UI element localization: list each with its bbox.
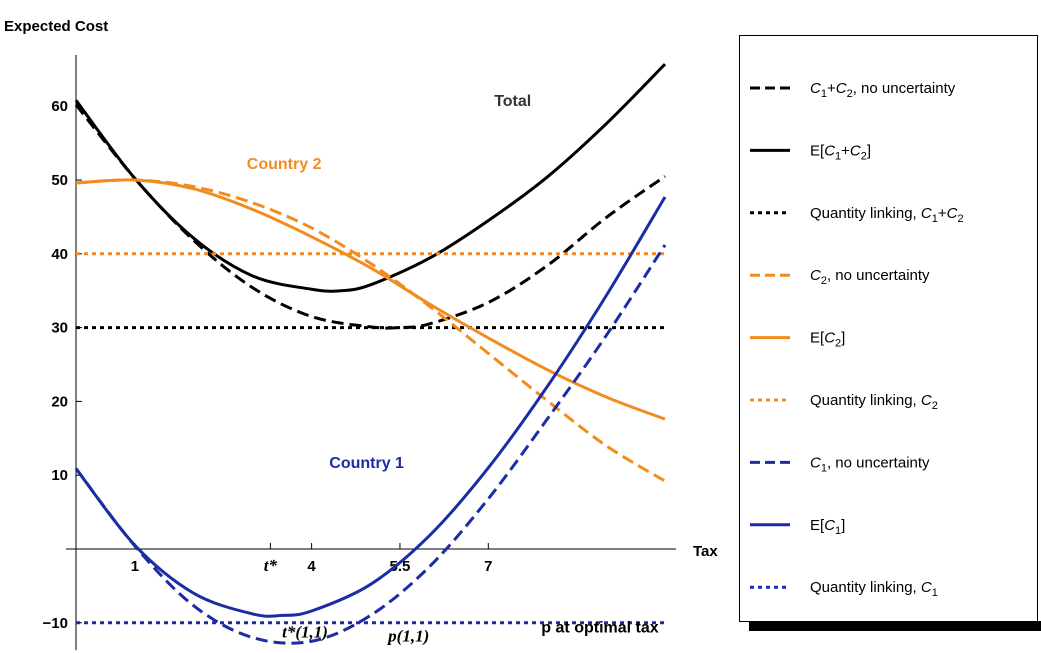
legend-label-part: C xyxy=(810,267,821,284)
legend-label-part: 2 xyxy=(847,88,853,100)
legend-label-part: C xyxy=(836,80,847,97)
legend-label-part: + xyxy=(938,205,947,222)
series-line-7 xyxy=(74,196,667,618)
ticks: −10 10 20 30 40 50 60 1 t* 4 5.5 7 xyxy=(43,98,493,632)
legend-label-part: 1 xyxy=(821,462,827,474)
legend-label-part: C xyxy=(921,205,932,222)
legend-label-part: E[ xyxy=(810,330,825,347)
x-tick-label: 7 xyxy=(484,558,492,575)
annotations: Total Country 2 Country 1 t*(1,1) p(1,1) p at… xyxy=(247,93,659,645)
legend-label: Quantity linking, C2 xyxy=(810,392,938,412)
legend-shadow xyxy=(749,621,1041,631)
y-tick-label: 30 xyxy=(51,320,68,337)
series-line-0 xyxy=(74,103,666,330)
legend-label-part: C xyxy=(824,517,835,534)
series-line-6 xyxy=(74,244,667,645)
axes: Expected Cost Tax xyxy=(4,18,718,650)
y-tick-label: 50 xyxy=(51,172,68,189)
legend-label-part: Quantity linking, xyxy=(810,205,921,222)
x-axis-label: Tax xyxy=(693,543,718,560)
x-tick-label: 1 xyxy=(131,558,139,575)
x-tick-label: 4 xyxy=(307,558,316,575)
series xyxy=(74,63,667,645)
legend-label-part: + xyxy=(841,142,850,159)
y-tick-label: 10 xyxy=(51,467,68,484)
legend-label-part: 2 xyxy=(932,400,938,412)
legend-label-part: C xyxy=(810,80,821,97)
legend-label-part: C xyxy=(824,142,835,159)
legend-label-part: , no uncertainty xyxy=(853,80,956,97)
legend-label-part: ] xyxy=(867,142,871,159)
legend-label-part: , no uncertainty xyxy=(827,454,930,471)
y-tick-label: 60 xyxy=(51,98,68,115)
legend-box xyxy=(739,35,1038,622)
legend-label-part: 1 xyxy=(932,213,938,225)
legend-label-part: Quantity linking, xyxy=(810,392,921,409)
series-line-1 xyxy=(74,63,667,293)
legend-label-part: C xyxy=(921,392,932,409)
y-axis-label: Expected Cost xyxy=(4,18,108,35)
legend-label: E[C2] xyxy=(810,330,845,350)
annotation: Country 1 xyxy=(329,455,404,472)
legend-label-part: C xyxy=(921,579,932,596)
annotation: t*(1,1) xyxy=(282,623,328,642)
legend-label-part: 2 xyxy=(861,150,867,162)
legend-label-part: E[ xyxy=(810,517,825,534)
legend-label-part: C xyxy=(947,205,958,222)
legend-label: Quantity linking, C1 xyxy=(810,579,938,599)
legend-label-part: Quantity linking, xyxy=(810,579,921,596)
series-line-4 xyxy=(75,178,666,421)
annotation: Total xyxy=(494,93,531,110)
legend-label-part: E[ xyxy=(810,142,825,159)
legend-label: C1, no uncertainty xyxy=(810,454,930,474)
y-tick-label: 40 xyxy=(51,246,68,263)
annotation: Country 2 xyxy=(247,156,322,173)
legend-label: E[C1+C2] xyxy=(810,142,871,162)
legend-label-part: ] xyxy=(841,517,845,534)
x-tick-label: t* xyxy=(264,556,278,575)
legend-label-part: 2 xyxy=(957,213,963,225)
legend-label-part: 1 xyxy=(835,525,841,537)
legend-label-part: 2 xyxy=(835,338,841,350)
y-tick-label: −10 xyxy=(43,615,68,632)
legend-label: E[C1] xyxy=(810,517,845,537)
legend-label-part: , no uncertainty xyxy=(827,267,930,284)
legend-label: C1+C2, no uncertainty xyxy=(810,80,956,100)
annotation: p at optimal tax xyxy=(541,619,658,636)
legend-label-part: + xyxy=(827,80,836,97)
annotation: p(1,1) xyxy=(386,626,429,645)
x-tick-label: 5.5 xyxy=(390,558,411,575)
legend-label-part: 1 xyxy=(821,88,827,100)
legend-label-part: C xyxy=(824,330,835,347)
legend-label-part: C xyxy=(810,454,821,471)
legend-label-part: C xyxy=(850,142,861,159)
y-tick-label: 20 xyxy=(51,393,68,410)
series-line-3 xyxy=(75,178,666,483)
legend-label-part: 1 xyxy=(932,587,938,599)
legend-label-part: 1 xyxy=(835,150,841,162)
legend-label-part: ] xyxy=(841,330,845,347)
legend-label: C2, no uncertainty xyxy=(810,267,930,287)
legend-label-part: 2 xyxy=(821,275,827,287)
legend-label: Quantity linking, C1+C2 xyxy=(810,205,964,225)
